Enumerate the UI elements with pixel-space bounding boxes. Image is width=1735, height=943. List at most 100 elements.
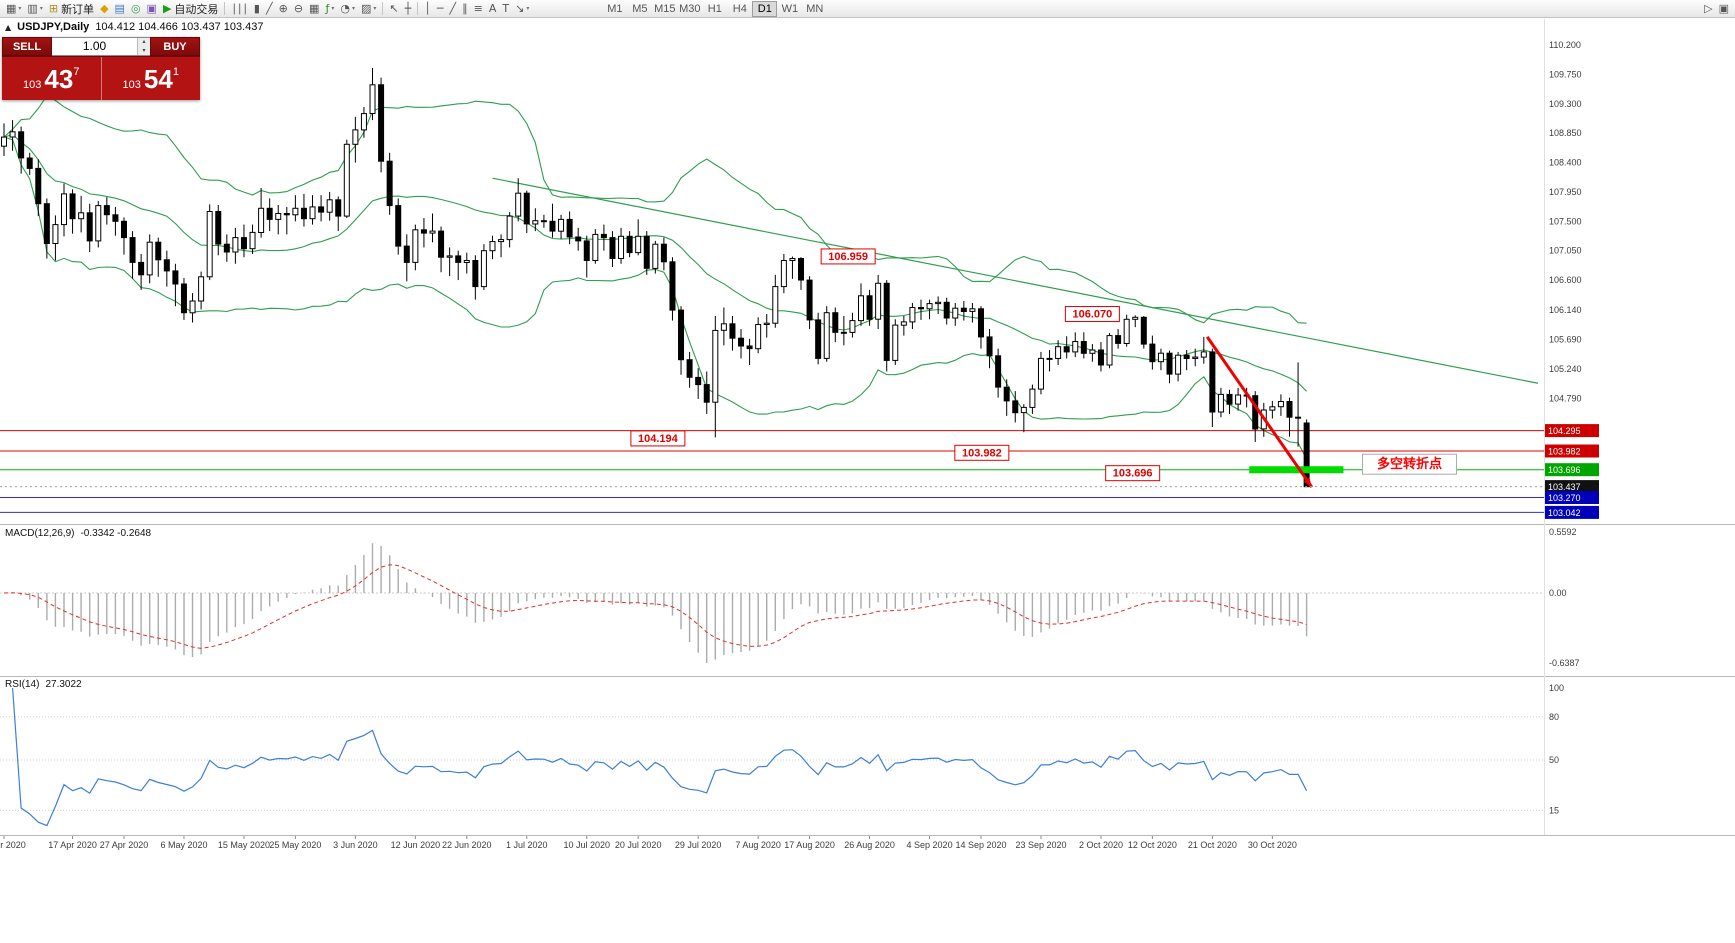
cursor-icon[interactable]: ↖ [386,1,401,17]
chevron-down-icon[interactable]: ▾ [331,5,335,12]
autotrading-button[interactable]: ▶ 自动交易 [160,1,221,17]
rsi-name: RSI(14) [5,679,40,690]
sell-button[interactable]: SELL [2,37,52,56]
arrows-icon[interactable]: ↘ ▾ [512,1,532,17]
periods-icon[interactable]: ◔ ▾ [337,1,358,17]
candlestick-icon[interactable]: ▮ [251,1,263,17]
buy-price[interactable]: 103 54 1 [100,57,201,100]
price-annotation-label: 106.070 [1073,309,1113,321]
price-axis-label: 109.750 [1549,69,1582,79]
line-chart-icon: ╱ [265,1,273,15]
timeframe-switcher: M1 M5 M15 M30 H1 H4 D1 W1 MN [602,0,827,17]
price-tag-label: 103.696 [1548,465,1581,475]
timeframe-m5[interactable]: M5 [632,2,648,15]
price-axis-label: 106.140 [1549,305,1582,315]
timeframe-h4[interactable]: H4 [732,2,747,15]
timeframe-w1[interactable]: W1 [781,2,799,15]
terminal-icon[interactable]: ▣ [144,1,160,17]
vertical-line-icon: │ [424,1,431,15]
sell-price-sup: 7 [73,65,80,78]
tile-windows-icon: ▦ [309,1,320,15]
chevron-down-icon[interactable]: ▾ [373,5,377,12]
price-annotation-box[interactable] [954,444,1010,461]
macd-axis-label: 0.5592 [1549,527,1577,537]
trendline-icon[interactable]: ╱ [446,1,459,17]
terminal-icon: ▣ [146,1,157,15]
chart-shift-icon[interactable]: ▷ [1701,1,1715,17]
date-axis-label: 22 Jun 2020 [442,840,492,850]
macd-name: MACD(12,26,9) [5,528,75,539]
chevron-down-icon[interactable]: ▾ [526,5,530,12]
price-annotation-box[interactable] [630,430,686,447]
profiles-icon[interactable]: ▥ ▾ [24,1,45,17]
one-click-trading-panel: SELL 1.00 ▴ ▾ BUY 103 43 7 103 54 1 [2,37,200,100]
price-annotation-box[interactable] [1105,465,1161,482]
market-watch-icon: ▤ [114,1,125,15]
candlestick-series [1,67,1310,488]
price-axis-label: 105.240 [1549,364,1582,374]
crosshair-icon[interactable]: ┼ [402,1,415,17]
vertical-line-icon[interactable]: │ [421,1,434,17]
periods-icon: ◔ [340,1,350,15]
bar-chart-icon[interactable]: ∣∣∣ [228,1,251,17]
volume-value[interactable]: 1.00 [82,39,107,53]
toolbar-separator [417,2,419,15]
sell-signal-arrow-line[interactable] [1205,336,1314,488]
horizontal-line-icon[interactable]: ─ [434,1,447,17]
one-click-collapse-icon[interactable]: ▲ [5,22,12,32]
buy-button[interactable]: BUY [150,37,200,56]
date-axis-label: 7 Apr 2020 [0,840,26,850]
new-order-button[interactable]: ⊞ 新订单 [46,1,97,17]
text-icon[interactable]: A [486,1,500,17]
zoom-in-icon[interactable]: ⊕ [276,1,291,17]
zoom-out-icon[interactable]: ⊖ [291,1,306,17]
auto-scroll-icon[interactable]: ▣ [1716,1,1732,17]
price-tag-label: 103.982 [1548,447,1581,457]
zoom-out-icon: ⊖ [293,1,304,15]
market-watch-icon[interactable]: ▤ [112,1,128,17]
chevron-down-icon[interactable]: ▾ [351,5,355,12]
timeframe-m30[interactable]: M30 [679,2,701,15]
metaeditor-icon[interactable]: ◆ [97,1,111,17]
timeframe-mn[interactable]: MN [806,2,824,15]
chevron-down-icon[interactable]: ▾ [18,5,22,12]
macd-axis-label: 0.00 [1549,588,1567,598]
date-axis-label: 1 Jul 2020 [506,840,548,850]
date-axis-label: 3 Jun 2020 [333,840,378,850]
price-annotation-box[interactable] [820,248,876,265]
rsi-line [12,687,1308,827]
templates-icon[interactable]: ▨ ▾ [358,1,379,17]
timeframe-h1[interactable]: H1 [707,2,722,15]
navigator-icon[interactable]: ◎ [128,1,144,17]
fibonacci-icon[interactable]: ≡ [471,1,486,17]
line-chart-icon[interactable]: ╱ [263,1,276,17]
timeframe-d1[interactable]: D1 [752,0,778,17]
label-icon[interactable]: T [499,1,512,17]
date-axis-label: 21 Oct 2020 [1188,840,1237,850]
price-annotation-box[interactable] [1064,306,1120,323]
volume-increase-button[interactable]: ▴ [138,38,150,47]
chart-title-row: ▲ USDJPY,Daily 104.412 104.466 103.437 1… [5,21,264,33]
date-axis-label: 7 Aug 2020 [735,840,781,850]
indicators-icon[interactable]: ƒ ▾ [322,1,337,17]
descending-trendline[interactable] [492,177,1539,384]
new-chart-icon[interactable]: ▦ ▾ [3,1,24,17]
price-axis-label: 104.790 [1549,393,1582,403]
timeframe-m15[interactable]: M15 [654,2,676,15]
macd-signal-line [3,564,1307,649]
note-box[interactable] [1361,453,1457,475]
sell-price-prefix: 103 [23,78,42,91]
zoom-in-icon: ⊕ [278,1,288,15]
price-tag [1545,505,1599,519]
volume-decrease-button[interactable]: ▾ [138,46,150,55]
sell-price[interactable]: 103 43 7 [2,57,101,100]
timeframe-m1[interactable]: M1 [607,2,623,15]
price-axis-label: 108.400 [1549,158,1582,168]
chevron-down-icon[interactable]: ▾ [39,5,43,12]
channel-icon[interactable]: ∥ [459,1,471,17]
tile-windows-icon[interactable]: ▦ [306,1,322,17]
navigator-icon: ◎ [130,1,141,15]
date-axis-label: 23 Sep 2020 [1015,840,1066,850]
volume-input[interactable]: 1.00 ▴ ▾ [52,37,150,56]
